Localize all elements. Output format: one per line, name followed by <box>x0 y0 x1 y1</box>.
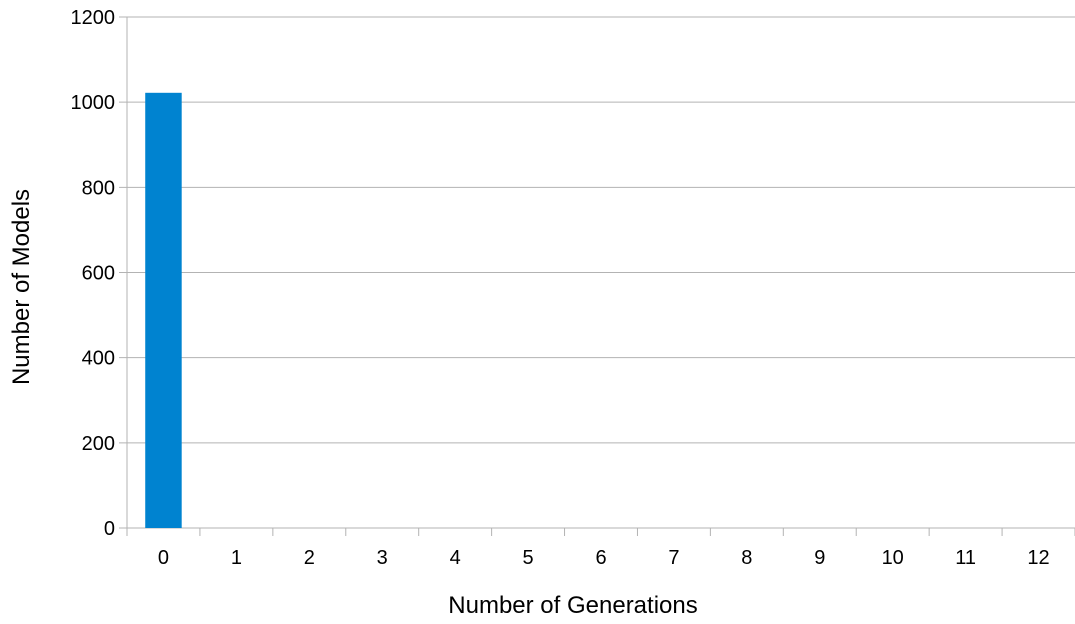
gridlines <box>119 16 1075 529</box>
y-tick-labels: 0 200 400 600 800 1000 1200 <box>71 7 116 540</box>
y-tick-label: 600 <box>82 263 115 285</box>
y-tick-label: 800 <box>82 177 115 199</box>
x-tick-label: 2 <box>304 547 315 569</box>
y-tick-label: 1000 <box>71 92 116 114</box>
y-axis-title: Number of Models <box>8 189 35 385</box>
x-tick-label: 10 <box>882 547 904 569</box>
x-axis-title: Number of Generations <box>448 592 697 619</box>
bars <box>145 92 182 528</box>
x-tick-label: 0 <box>158 547 169 569</box>
x-tick-labels: 0 1 2 3 4 5 6 7 8 9 10 11 12 <box>158 547 1050 569</box>
x-tick-label: 7 <box>668 547 679 569</box>
x-tick-label: 5 <box>523 547 534 569</box>
x-tick-label: 8 <box>741 547 752 569</box>
x-tick-label: 3 <box>377 547 388 569</box>
y-tick-label: 400 <box>82 348 115 370</box>
x-tick-label: 12 <box>1027 547 1049 569</box>
x-tick-label: 9 <box>814 547 825 569</box>
y-tick-label: 1200 <box>71 7 116 29</box>
x-tick-label: 6 <box>595 547 606 569</box>
x-tick-label: 11 <box>955 547 976 569</box>
x-tick-label: 4 <box>450 547 461 569</box>
y-tick-label: 0 <box>104 518 115 540</box>
axes <box>126 17 1075 536</box>
bar <box>145 92 182 528</box>
y-tick-label: 200 <box>82 433 115 455</box>
x-tick-label: 1 <box>231 547 242 569</box>
